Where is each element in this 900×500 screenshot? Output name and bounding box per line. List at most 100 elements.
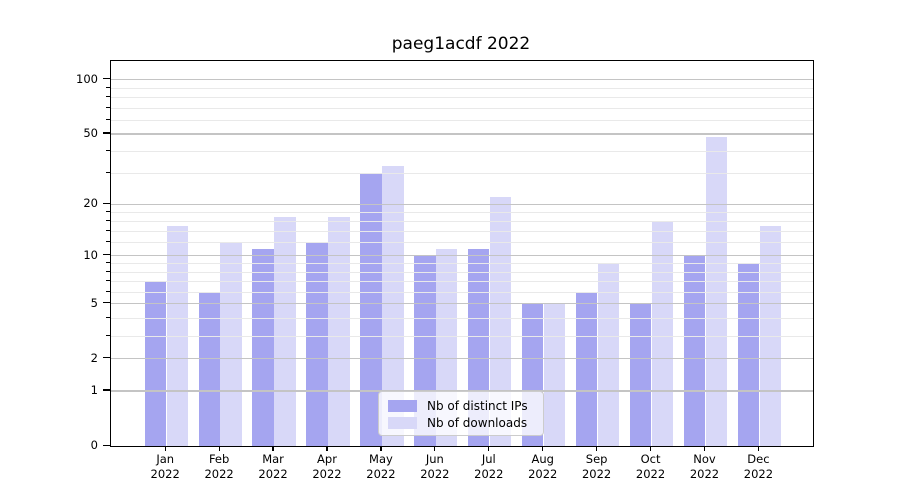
gridline-minor <box>111 151 813 153</box>
bar-downloads <box>274 216 296 446</box>
gridline-major <box>111 133 813 135</box>
y-minor-tick <box>106 230 110 231</box>
gridline-major <box>111 203 813 205</box>
y-minor-tick <box>106 270 110 272</box>
x-tick <box>488 446 490 452</box>
bar-distinct-ips <box>306 242 328 446</box>
gridline-minor <box>111 291 813 293</box>
x-tick-label: Dec 2022 <box>743 452 774 481</box>
bar-downloads <box>220 242 242 446</box>
legend-swatch-distinct-ips <box>388 399 417 412</box>
x-tick <box>380 446 382 452</box>
y-minor-tick <box>106 290 110 292</box>
gridline-major <box>111 255 813 257</box>
y-tick <box>103 444 110 446</box>
plot-area <box>110 60 814 447</box>
y-tick-label: 10 <box>83 247 98 262</box>
gridline-minor <box>111 119 813 121</box>
y-tick <box>103 132 110 134</box>
bar-downloads <box>328 216 350 446</box>
bar-distinct-ips <box>629 303 652 446</box>
x-tick-label: Oct 2022 <box>635 452 666 481</box>
bar-distinct-ips <box>576 291 598 446</box>
gridline-minor <box>111 263 813 265</box>
y-tick <box>103 78 110 80</box>
bar-distinct-ips <box>144 280 166 446</box>
gridline-minor <box>111 107 813 109</box>
gridline-minor <box>111 318 813 320</box>
x-tick <box>757 446 760 452</box>
x-tick <box>218 446 220 452</box>
bar-distinct-ips <box>737 263 760 446</box>
gridline-minor <box>111 87 813 89</box>
y-minor-tick <box>106 172 110 174</box>
y-tick-label: 100 <box>76 71 98 86</box>
chart-title: paeg1acdf 2022 <box>391 34 531 54</box>
y-minor-tick <box>106 86 110 88</box>
x-tick <box>649 446 652 452</box>
y-tick <box>103 202 110 204</box>
bar-downloads <box>544 303 566 446</box>
bar-distinct-ips <box>198 291 220 446</box>
bar-downloads <box>382 166 404 446</box>
legend-label-distinct-ips: Nb of distinct IPs <box>427 398 528 413</box>
gridline-major <box>111 358 813 360</box>
x-tick-label: Feb 2022 <box>204 452 234 481</box>
y-tick-label: 50 <box>83 125 98 140</box>
x-tick-label: Jan 2022 <box>150 452 180 481</box>
y-minor-tick <box>106 150 110 152</box>
gridline-minor <box>111 231 813 232</box>
x-tick <box>326 446 328 452</box>
legend-swatch-downloads <box>388 416 417 429</box>
gridline-minor <box>111 221 813 223</box>
x-tick-label: Mar 2022 <box>258 452 288 481</box>
y-tick <box>103 357 110 359</box>
x-tick <box>703 446 706 452</box>
x-tick <box>164 446 166 452</box>
bar-distinct-ips <box>252 248 274 446</box>
y-minor-tick <box>106 106 110 108</box>
x-tick-label: May 2022 <box>366 452 396 481</box>
gridline-minor <box>111 97 813 99</box>
x-tick-label: Nov 2022 <box>689 452 720 481</box>
x-tick-label: Aug 2022 <box>528 452 558 481</box>
y-tick <box>103 254 110 256</box>
y-minor-tick <box>106 96 110 98</box>
bar-downloads <box>597 263 620 446</box>
y-tick <box>103 302 110 304</box>
y-minor-tick <box>106 262 110 264</box>
y-tick-label: 1 <box>90 382 98 397</box>
y-minor-tick <box>106 317 110 319</box>
gridline-minor <box>111 335 813 337</box>
y-minor-tick <box>106 334 110 336</box>
bar-downloads <box>651 221 674 446</box>
y-minor-tick <box>106 241 110 243</box>
y-tick-label: 0 <box>90 438 98 452</box>
gridline-minor <box>111 212 813 214</box>
bar-distinct-ips <box>360 173 382 446</box>
x-tick <box>434 446 436 452</box>
x-tick <box>272 446 274 452</box>
y-minor-tick <box>106 279 110 281</box>
x-tick <box>596 446 598 452</box>
gridline-minor <box>111 271 813 273</box>
y-minor-tick <box>106 118 110 120</box>
x-tick <box>542 446 544 452</box>
gridline-minor <box>111 280 813 282</box>
y-tick-label: 5 <box>90 295 98 310</box>
legend-item-distinct-ips: Nb of distinct IPs <box>388 398 534 413</box>
legend-label-downloads: Nb of downloads <box>427 415 528 430</box>
y-tick-label: 2 <box>90 350 98 365</box>
gridline-minor <box>111 242 813 244</box>
x-tick-label: Apr 2022 <box>312 452 342 481</box>
gridline-major <box>111 303 813 305</box>
legend: Nb of distinct IPs Nb of downloads <box>378 391 544 436</box>
bar-downloads <box>490 197 512 446</box>
x-tick-label: Jul 2022 <box>474 452 504 481</box>
y-tick <box>103 389 110 391</box>
gridline-minor <box>111 173 813 175</box>
y-minor-tick <box>106 220 110 221</box>
y-minor-tick <box>106 211 110 213</box>
y-tick-label: 20 <box>83 196 98 211</box>
